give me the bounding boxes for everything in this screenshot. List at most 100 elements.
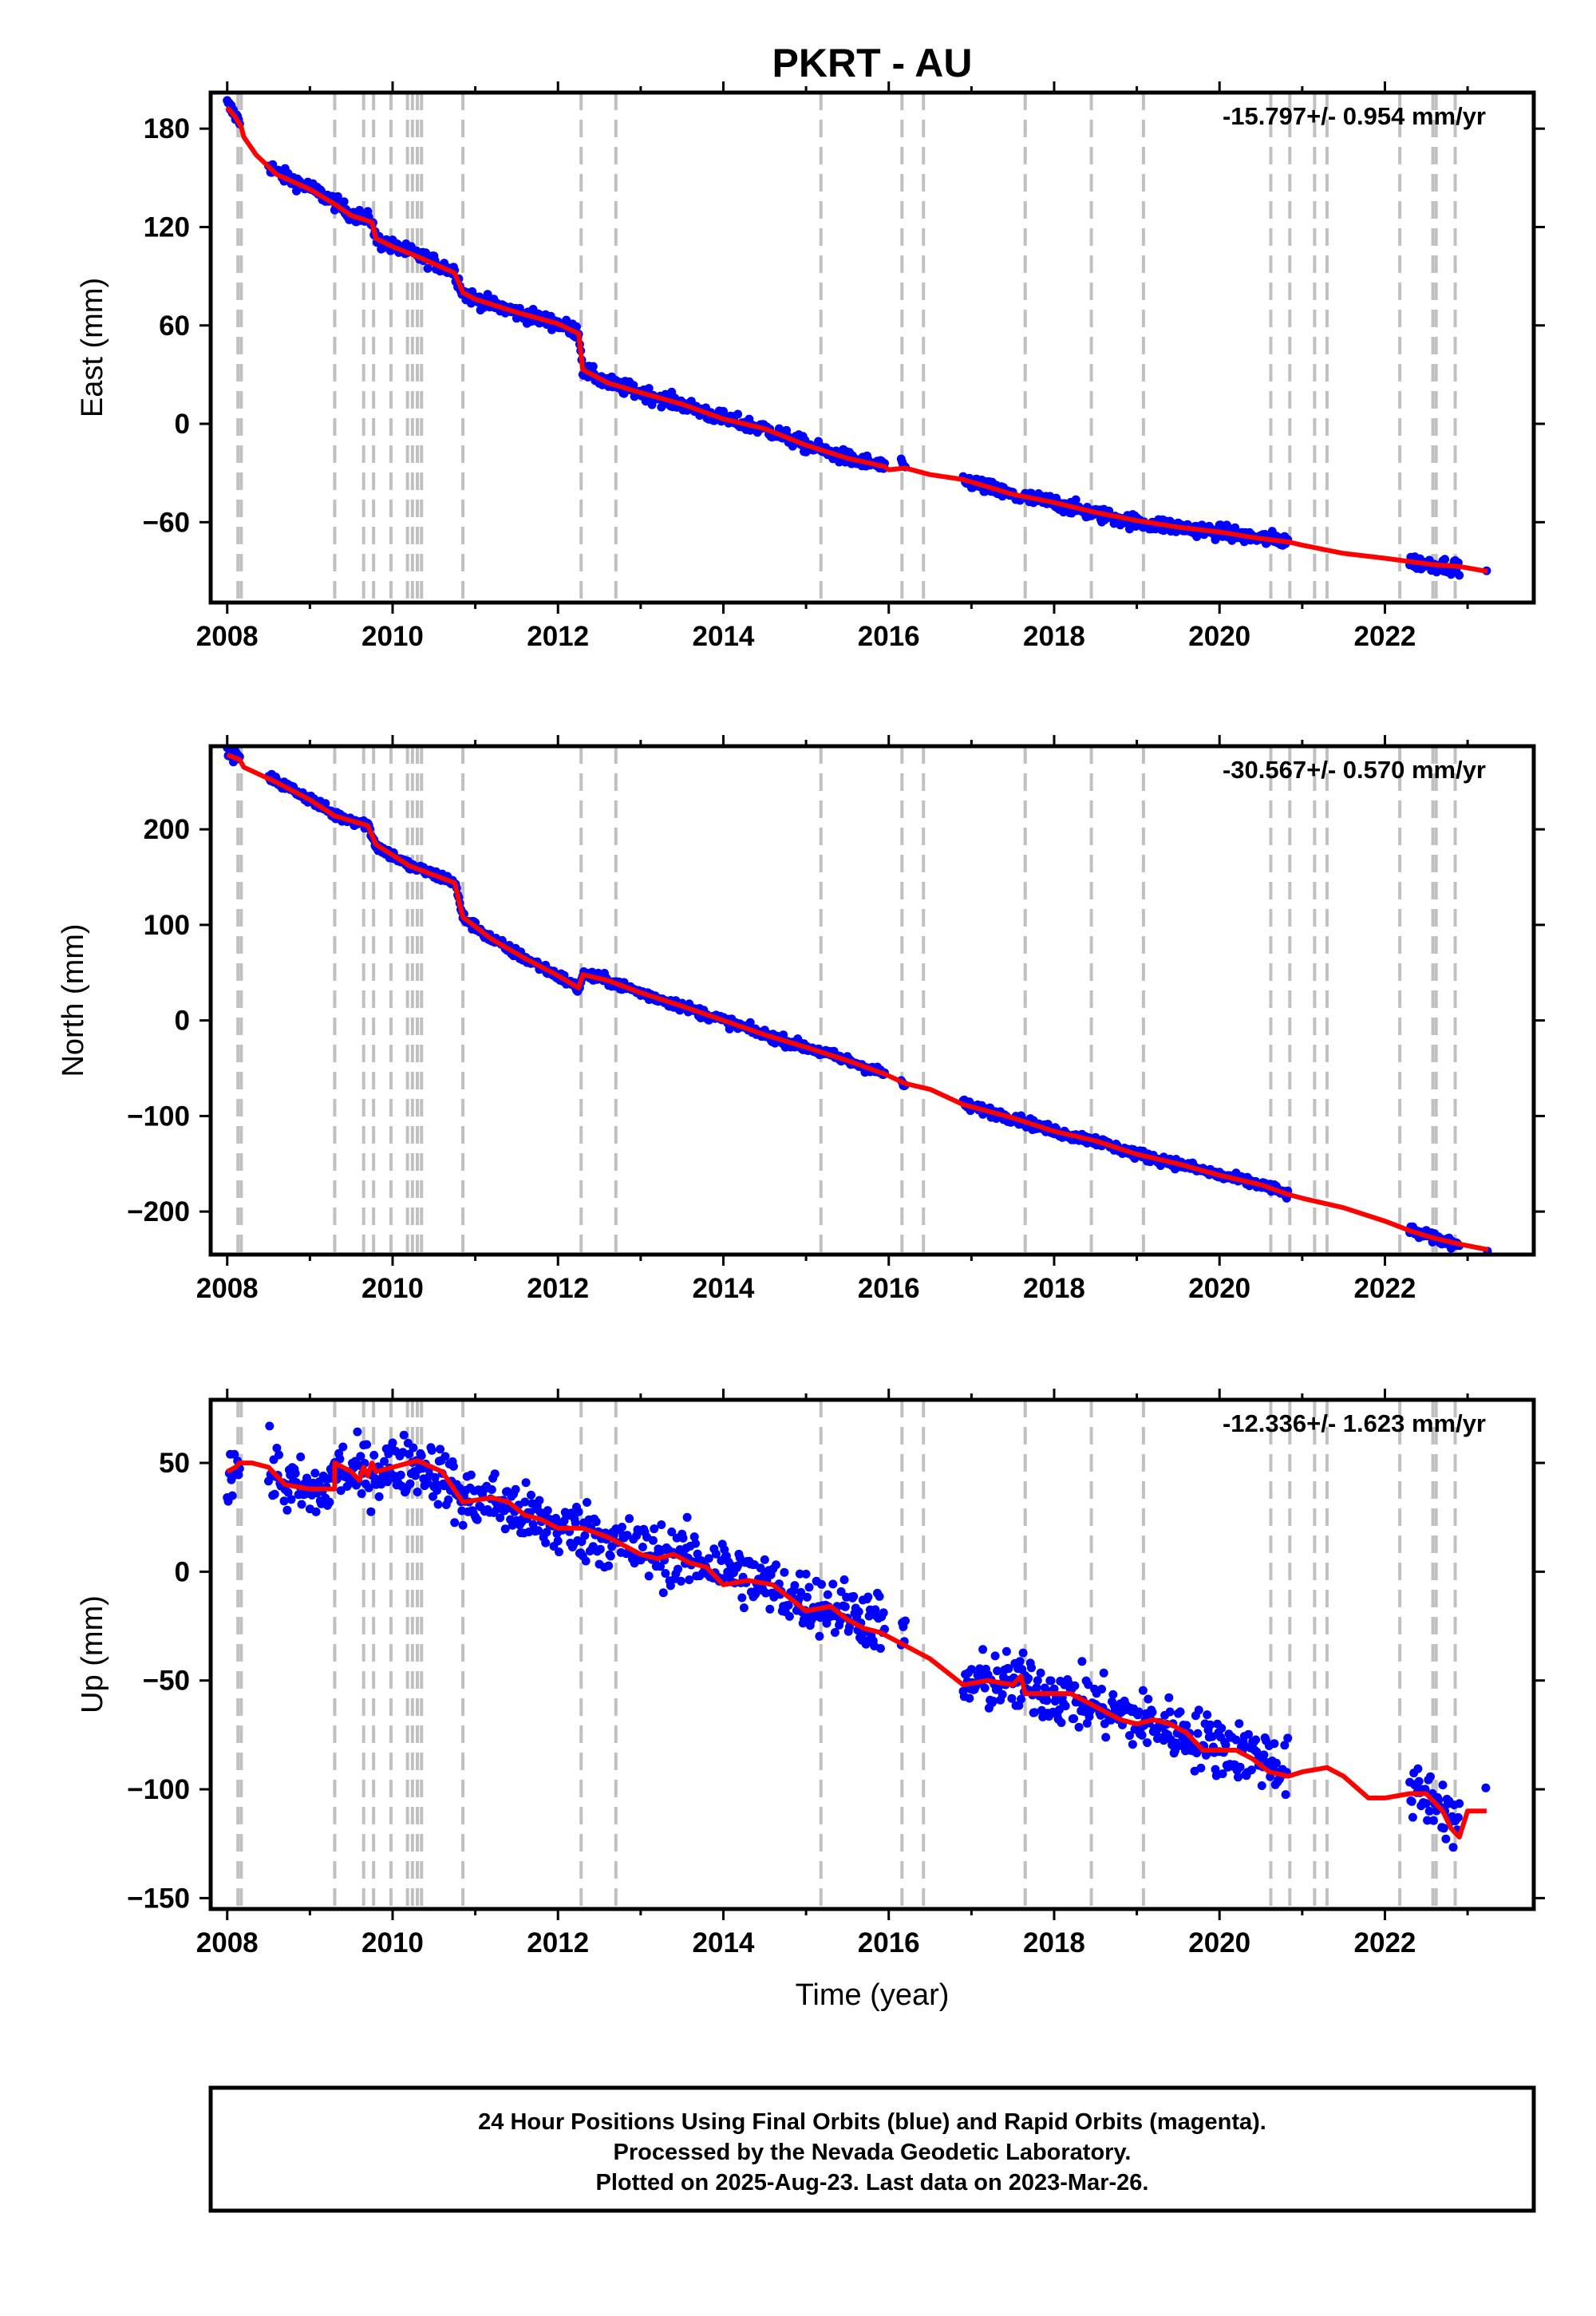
data-point: [1481, 1783, 1491, 1792]
data-point: [1134, 1707, 1144, 1717]
data-point: [1283, 1733, 1293, 1743]
data-point: [520, 1497, 530, 1507]
data-point: [1455, 571, 1464, 580]
data-point: [661, 1569, 670, 1578]
data-point: [1018, 1648, 1028, 1658]
data-point: [591, 1517, 601, 1527]
y-tick-label: 100: [144, 910, 190, 941]
data-point: [1128, 1740, 1137, 1749]
data-point: [801, 1569, 811, 1579]
data-point: [839, 1575, 849, 1584]
data-point: [1029, 1708, 1039, 1717]
data-point: [1084, 1680, 1093, 1690]
data-point: [1165, 1707, 1175, 1717]
data-point: [396, 1470, 405, 1480]
data-point: [1424, 1806, 1434, 1816]
data-point: [1448, 1843, 1458, 1852]
panel-east: 2008 2010 2012 2014 2016 2018 2020 2022 180 120 60…: [76, 81, 1545, 652]
data-point: [409, 1443, 418, 1452]
data-point: [1453, 1812, 1463, 1822]
data-point: [666, 1581, 675, 1591]
x-tick-label: 2014: [693, 1273, 755, 1304]
data-point: [290, 1468, 300, 1478]
data-point: [353, 1427, 362, 1437]
data-point: [990, 1651, 1000, 1661]
data-point: [1001, 1646, 1011, 1656]
data-point: [458, 1520, 468, 1530]
y-tick-label: 180: [144, 113, 190, 144]
data-point: [366, 1507, 376, 1516]
data-point: [1042, 1696, 1052, 1705]
data-point: [1244, 1729, 1253, 1739]
x-tick-label: 2016: [858, 1273, 920, 1304]
x-tick-label: 2016: [858, 621, 920, 652]
data-point: [638, 1543, 647, 1551]
y-tick-label: 200: [144, 814, 190, 845]
data-point: [1046, 1676, 1056, 1686]
data-point: [739, 1603, 749, 1613]
model-line: [226, 752, 1489, 1252]
plot-frame: [208, 1397, 1536, 1911]
panel-north: 2008 2010 2012 2014 2016 2018 2020 2022 200 100 0 −…: [57, 735, 1545, 1304]
data-point: [571, 1518, 580, 1528]
data-point: [625, 1514, 634, 1524]
data-point: [588, 362, 598, 371]
data-point: [1024, 1674, 1033, 1683]
data-point: [487, 1485, 496, 1494]
data-point: [733, 409, 743, 419]
event-lines: [236, 746, 1457, 1255]
model-line: [225, 105, 1488, 574]
data-point: [302, 1473, 311, 1483]
x-tick-label: 2012: [527, 1927, 589, 1958]
data-point: [737, 1593, 747, 1603]
data-point: [436, 1445, 445, 1454]
y-tick-label: −200: [127, 1196, 190, 1227]
data-point: [374, 1492, 384, 1501]
data-point: [966, 1665, 976, 1674]
footer-frame: [208, 2085, 1536, 2213]
data-point: [1257, 1781, 1266, 1790]
chart-panels: 2008 2010 2012 2014 2016 2018 2020 2022 180 120 60…: [57, 81, 1545, 2012]
data-point: [472, 1515, 482, 1524]
data-point: [384, 1449, 393, 1459]
data-point: [388, 1438, 397, 1448]
data-point: [711, 1549, 721, 1559]
rate-annotation: -15.797+/- 0.954 mm/yr: [1223, 102, 1486, 130]
data-point: [840, 1602, 850, 1611]
x-tick-label: 2008: [196, 1927, 259, 1958]
data-point: [338, 1442, 348, 1452]
data-point: [656, 1562, 665, 1571]
data-point: [1441, 1834, 1451, 1844]
data-point: [275, 1450, 283, 1460]
data-point: [423, 263, 433, 273]
plot-frame: [208, 744, 1536, 1257]
data-point: [1218, 1769, 1227, 1779]
data-point: [1070, 1681, 1080, 1690]
data-point: [756, 1563, 765, 1573]
data-point: [1407, 1796, 1416, 1806]
data-point: [362, 1440, 372, 1449]
data-point: [405, 1479, 415, 1488]
x-tick-label: 2010: [361, 1927, 424, 1958]
data-point: [311, 1507, 321, 1516]
data-point: [230, 1449, 239, 1459]
data-point: [658, 1588, 668, 1598]
data-point: [1143, 1738, 1152, 1748]
data-point: [804, 1583, 814, 1592]
data-point: [1004, 1664, 1013, 1674]
data-point: [292, 186, 301, 196]
data-point: [779, 1030, 788, 1040]
data-point: [828, 1579, 838, 1589]
data-point: [1099, 1668, 1108, 1678]
footer-box: 24 Hour Positions Using Final Orbits (bl…: [208, 2085, 1536, 2213]
x-tick-label: 2018: [1023, 1927, 1085, 1958]
data-point: [644, 1571, 654, 1581]
data-point: [1196, 1763, 1206, 1773]
data-point: [1138, 1686, 1148, 1695]
data-point: [279, 1496, 289, 1506]
data-point: [444, 1495, 453, 1504]
data-point: [595, 1544, 605, 1554]
data-point: [417, 1451, 426, 1460]
x-tick-label: 2012: [527, 1273, 589, 1304]
data-point: [644, 384, 654, 393]
